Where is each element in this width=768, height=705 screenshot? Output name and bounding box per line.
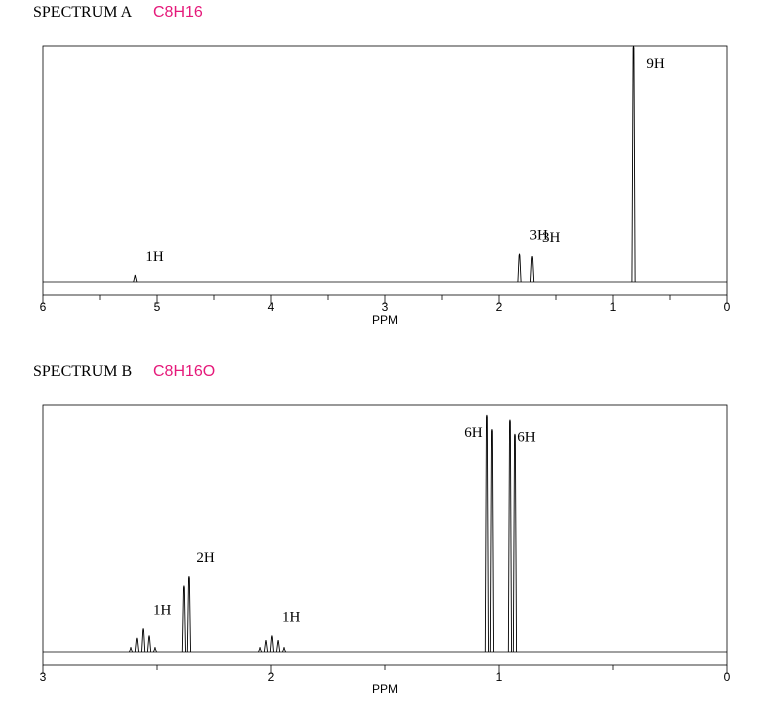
x-axis-label: PPM	[372, 682, 398, 696]
peak	[512, 433, 518, 653]
peak	[152, 647, 157, 653]
chart-title: SPECTRUM B	[33, 363, 132, 380]
integration-label: 1H	[153, 602, 172, 618]
peak	[517, 253, 522, 283]
x-tick-label: 0	[724, 300, 731, 314]
integration-label: 3H	[530, 228, 549, 244]
peak	[530, 255, 535, 283]
peak	[276, 640, 281, 653]
peak	[489, 429, 494, 653]
integration-label: 6H	[464, 425, 483, 441]
peak	[186, 576, 191, 653]
x-tick-label: 2	[268, 670, 275, 684]
formula: C8H16	[153, 4, 203, 21]
peak	[263, 640, 269, 653]
x-tick-label: 1	[610, 300, 617, 314]
peak	[128, 647, 134, 653]
x-tick-label: 0	[724, 670, 731, 684]
integration-label: 1H	[282, 609, 301, 625]
peak	[133, 274, 138, 283]
peak	[281, 647, 287, 653]
x-tick-label: 3	[40, 670, 47, 684]
x-tick-label: 3	[382, 300, 389, 314]
peak	[146, 635, 152, 653]
x-tick-label: 1	[496, 670, 503, 684]
x-tick-label: 6	[40, 300, 47, 314]
integration-label: 3H	[542, 230, 561, 246]
peak	[134, 637, 139, 653]
peak	[141, 628, 146, 653]
x-axis-label: PPM	[372, 313, 398, 327]
chart-title: SPECTRUM A	[33, 4, 133, 21]
integration-label: 6H	[517, 430, 536, 446]
peak	[258, 647, 263, 653]
x-tick-label: 2	[496, 300, 503, 314]
peak	[631, 45, 636, 283]
peak	[507, 419, 512, 653]
integration-label: 1H	[145, 249, 164, 265]
formula: C8H16O	[153, 363, 215, 380]
peak	[484, 414, 489, 653]
plot-frame	[42, 404, 728, 666]
peak	[181, 585, 186, 653]
x-tick-label: 4	[268, 300, 275, 314]
integration-label: 2H	[196, 550, 215, 566]
integration-label: 9H	[646, 56, 665, 72]
x-tick-label: 5	[154, 300, 161, 314]
peak	[269, 635, 274, 653]
